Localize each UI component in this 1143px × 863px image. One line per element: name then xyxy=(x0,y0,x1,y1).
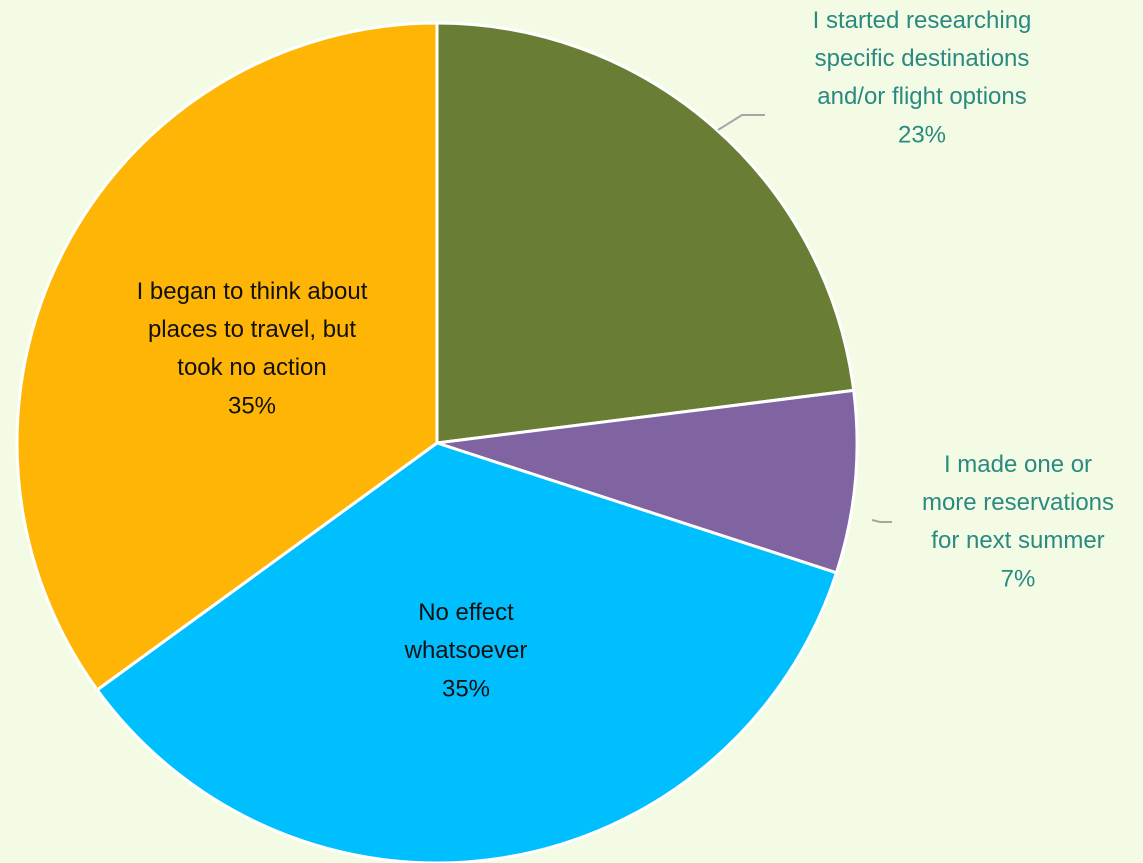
slice-label: No effect whatsoever xyxy=(404,599,528,664)
pie-slice xyxy=(95,441,839,863)
slice-value-label: 35% xyxy=(442,675,490,702)
leader-line xyxy=(871,519,892,523)
slice-label: I made one or more reservations for next s… xyxy=(922,451,1114,554)
pie-slice xyxy=(15,21,439,692)
leader-line xyxy=(717,114,765,131)
slice-value-label: 35% xyxy=(228,392,276,419)
slice-value-label: 7% xyxy=(1001,565,1036,592)
pie-slice xyxy=(436,388,859,575)
slice-value-label: 23% xyxy=(898,121,946,148)
pie-slice xyxy=(435,21,856,445)
slice-label: I started researching specific destinatio… xyxy=(813,7,1032,110)
slice-label: I began to think about places to travel, … xyxy=(137,278,368,381)
